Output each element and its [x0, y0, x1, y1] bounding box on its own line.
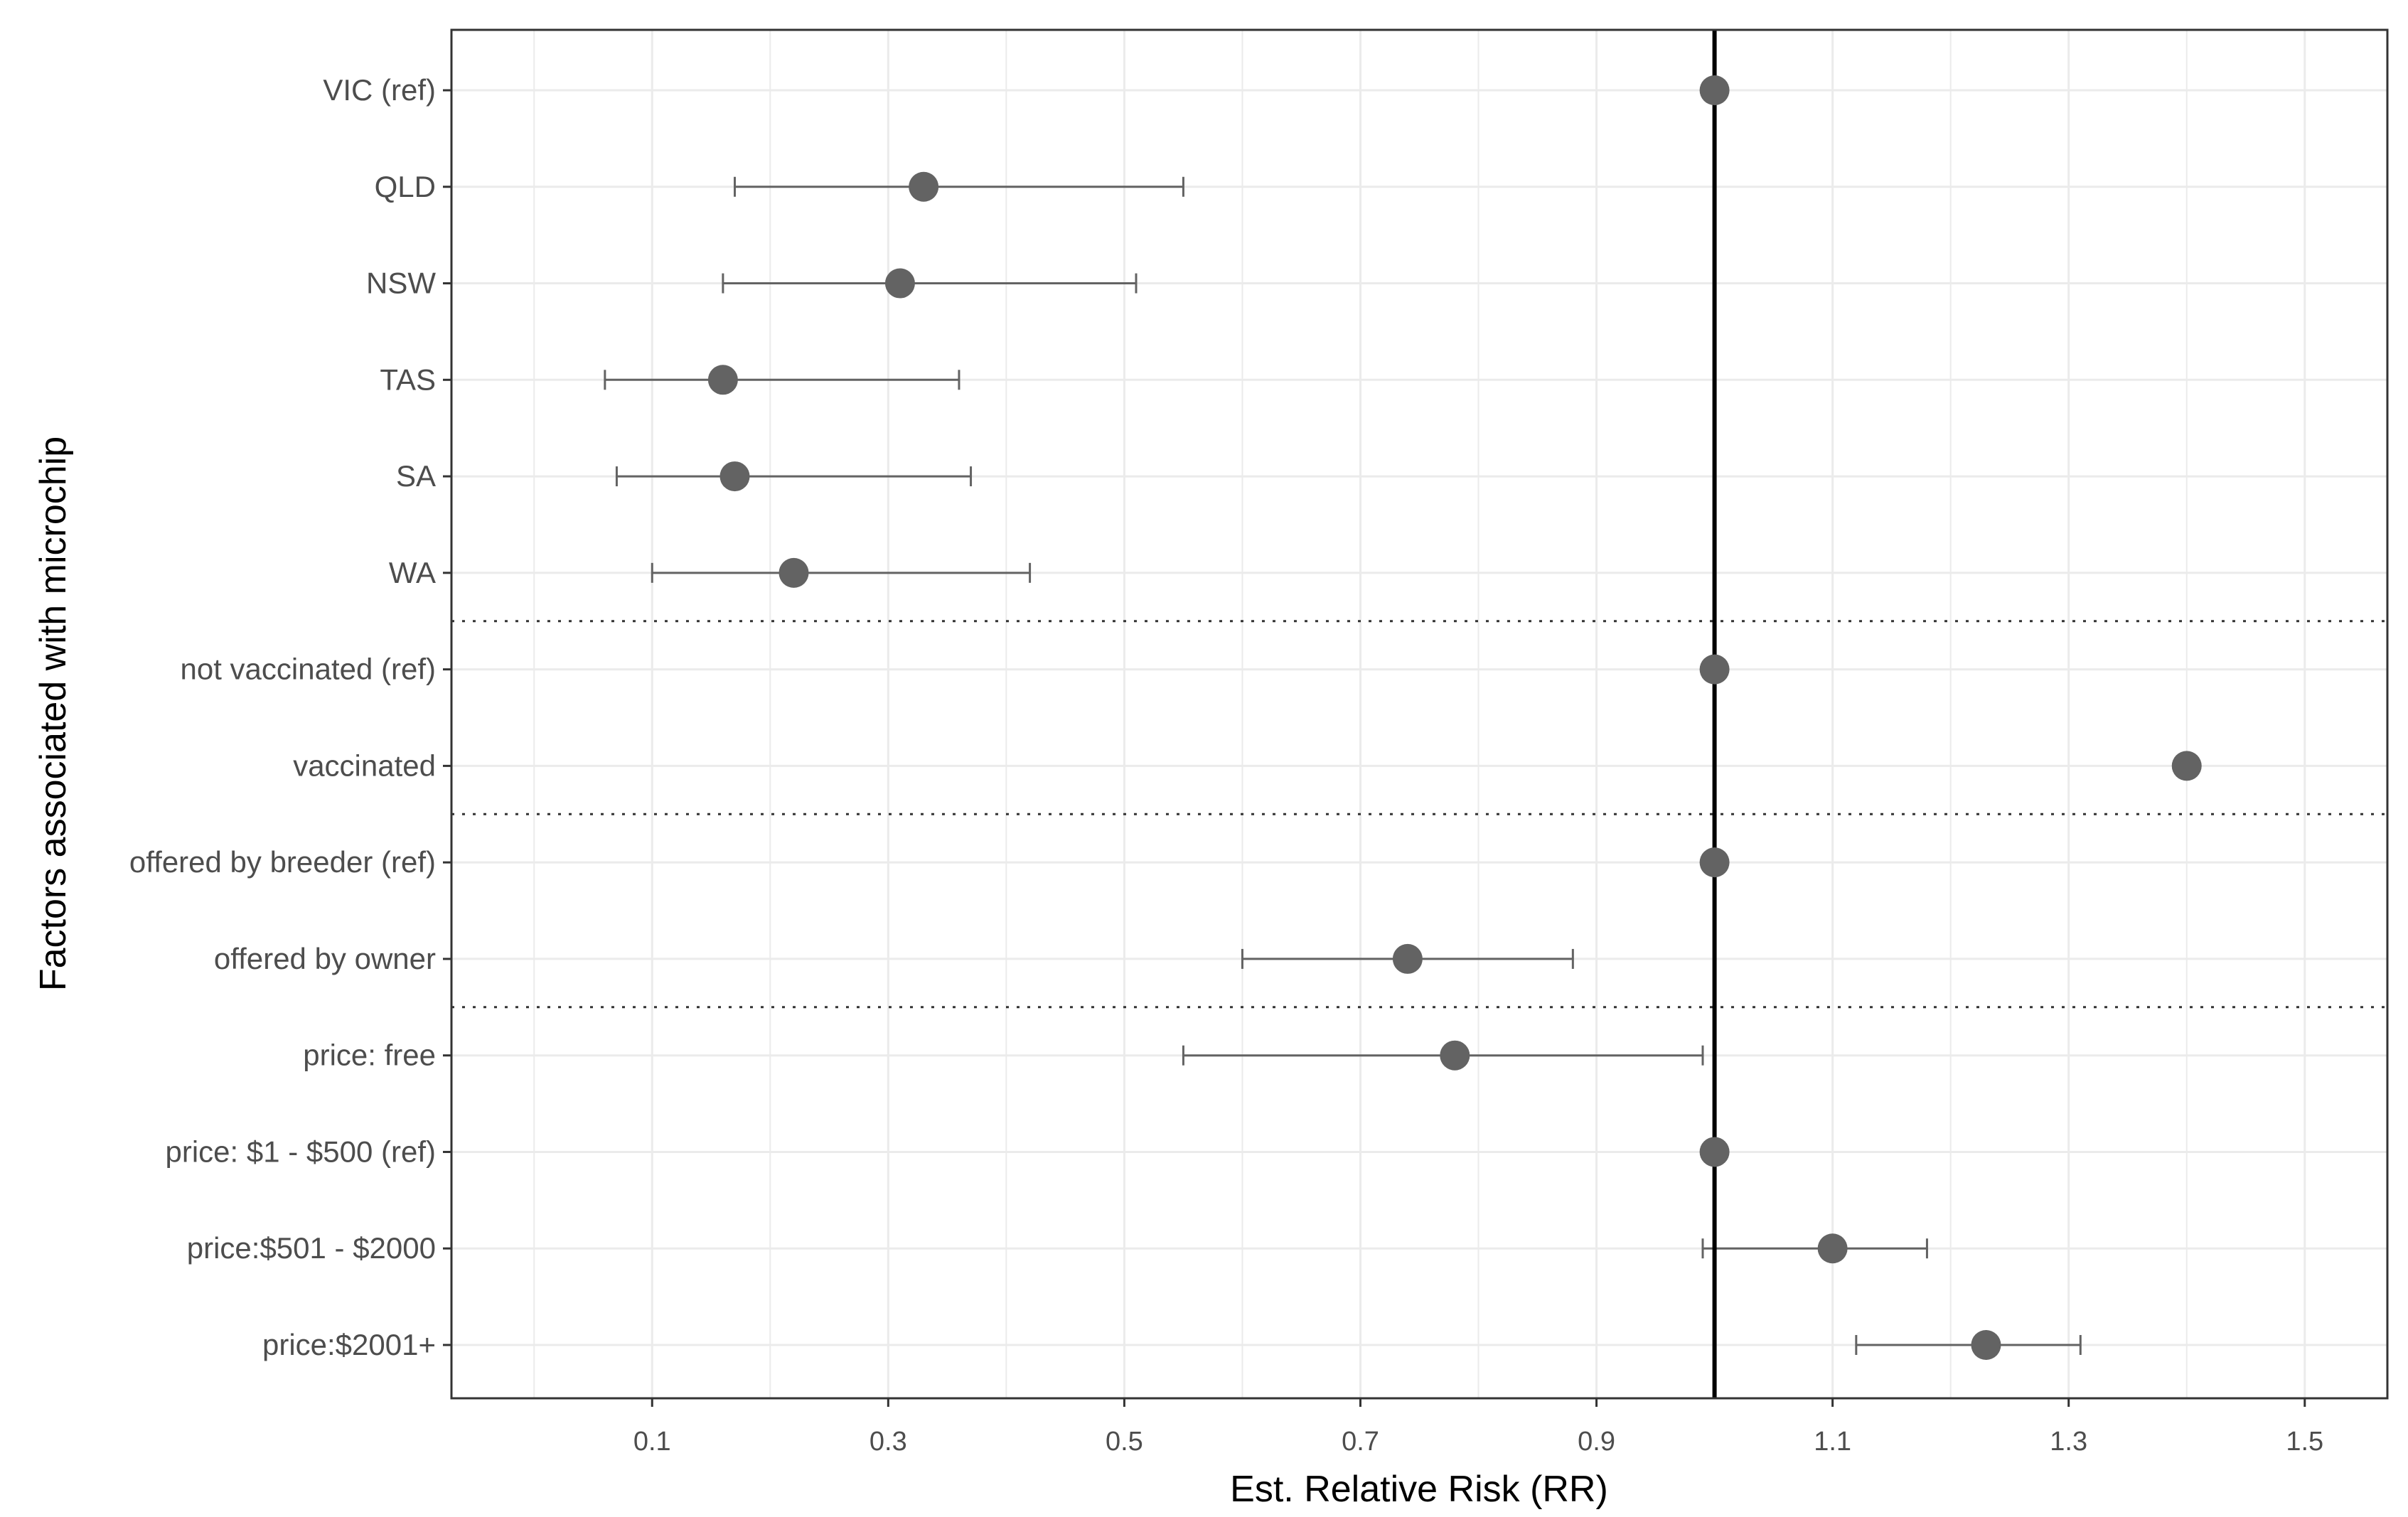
x-tick-label: 0.3 — [869, 1427, 907, 1457]
y-tick-label: price:$2001+ — [262, 1328, 436, 1361]
major-gridlines — [451, 30, 2387, 1398]
x-tick-label: 1.1 — [1814, 1427, 1851, 1457]
y-tick-label: not vaccinated (ref) — [180, 653, 436, 686]
y-tick-label: offered by breeder (ref) — [129, 845, 436, 879]
y-tick-label: TAS — [380, 363, 436, 396]
y-tick-label: QLD — [375, 170, 436, 203]
group-separators — [451, 620, 2387, 1009]
x-axis-ticks: 0.1 0.3 0.5 0.7 0.9 1.1 1.3 1.5 — [633, 1398, 2323, 1457]
y-axis-ticks: VIC (ref) QLD NSW TAS SA WA not vaccinated (re… — [129, 73, 451, 1361]
x-tick-label: 1.3 — [2050, 1427, 2087, 1457]
point-estimate — [778, 557, 809, 588]
point-estimates — [707, 75, 2202, 1360]
point-estimate — [1817, 1233, 1848, 1264]
y-tick-label: WA — [389, 556, 436, 589]
point-estimate — [1699, 654, 1730, 685]
plot-border — [450, 28, 2389, 1400]
point-estimate — [1440, 1040, 1470, 1071]
plot-panel — [451, 30, 2387, 1398]
x-axis-title: Est. Relative Risk (RR) — [1230, 1469, 1608, 1510]
y-tick-label: offered by owner — [214, 942, 436, 975]
point-estimate — [1699, 847, 1730, 878]
y-tick-label: vaccinated — [293, 749, 436, 782]
x-tick-label: 0.9 — [1578, 1427, 1615, 1457]
x-tick-label: 0.5 — [1106, 1427, 1143, 1457]
x-tick-label: 0.1 — [633, 1427, 671, 1457]
point-estimate — [909, 171, 939, 202]
y-tick-label: VIC (ref) — [323, 73, 436, 107]
y-tick-label: NSW — [366, 267, 436, 300]
y-tick-label: price: $1 - $500 (ref) — [165, 1135, 436, 1168]
point-estimate — [1971, 1330, 2001, 1360]
y-axis-title: Factors associated with microchip — [33, 436, 74, 991]
x-tick-label: 1.5 — [2286, 1427, 2323, 1457]
y-tick-label: price: free — [303, 1039, 436, 1072]
y-tick-label: SA — [396, 459, 436, 493]
point-estimate — [707, 365, 738, 395]
point-estimate — [884, 268, 915, 299]
point-estimate — [1699, 1137, 1730, 1167]
point-estimate — [1392, 943, 1423, 974]
x-tick-label: 0.7 — [1342, 1427, 1379, 1457]
point-estimate — [719, 461, 750, 492]
y-tick-label: price:$501 - $2000 — [187, 1231, 436, 1265]
point-estimate — [1699, 75, 1730, 105]
point-estimate — [2171, 751, 2202, 781]
